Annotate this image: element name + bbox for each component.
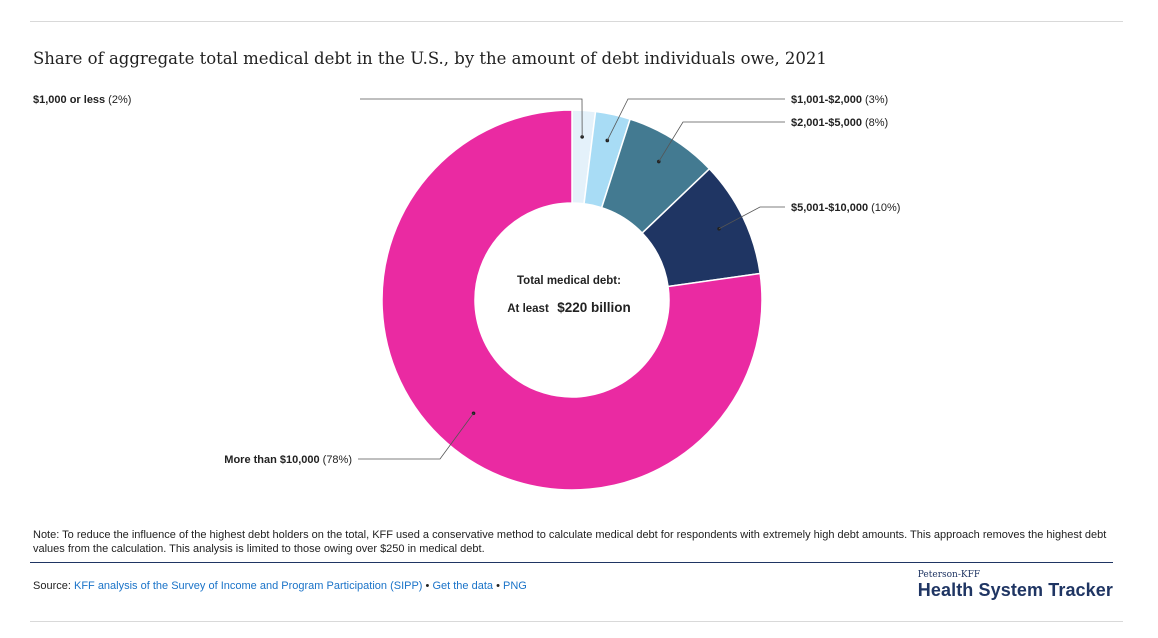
logo-name: Health System Tracker xyxy=(917,580,1113,600)
slice-label: $5,001-$10,000 (10%) xyxy=(791,202,900,214)
slice-label-value: (78%) xyxy=(323,454,352,466)
slice-label: More than $10,000 (78%) xyxy=(224,454,352,466)
bottom-rule xyxy=(30,621,1123,622)
slice-label-value: (8%) xyxy=(865,117,888,129)
logo-org: Peterson-KFF xyxy=(917,570,981,580)
top-rule xyxy=(30,21,1123,22)
slice-label-name: $1,000 or less xyxy=(33,94,105,106)
slice-label: $2,001-$5,000 (8%) xyxy=(791,117,888,129)
slice-label-name: $5,001-$10,000 xyxy=(791,202,868,214)
slice-label-value: (3%) xyxy=(865,94,888,106)
slice-label: $1,001-$2,000 (3%) xyxy=(791,94,888,106)
leader-line xyxy=(658,121,785,162)
source-label: Source: xyxy=(33,580,71,592)
source-link-sipp[interactable]: KFF analysis of the Survey of Income and… xyxy=(73,580,423,592)
chart-title: Share of aggregate total medical debt in… xyxy=(33,49,827,68)
slice-label-name: More than $10,000 xyxy=(224,454,319,466)
source-line: Source: KFF analysis of the Survey of In… xyxy=(33,580,527,592)
leader-line xyxy=(360,98,583,137)
center-total-amount: $220 billion xyxy=(557,300,631,315)
get-the-data-link[interactable]: Get the data xyxy=(432,580,493,592)
source-separator: • xyxy=(425,580,430,592)
note-divider xyxy=(30,562,1113,563)
png-link[interactable]: PNG xyxy=(502,580,527,592)
brand-logo[interactable]: Peterson-KFF Health System Tracker xyxy=(918,570,1113,601)
slice-label-value: (2%) xyxy=(108,94,131,106)
slice-label-name: $2,001-$5,000 xyxy=(791,117,862,129)
center-total-prefix: At least xyxy=(507,303,549,315)
donut-chart: $1,000 or less (2%) $1,001-$2,000 (3%)$2,00… xyxy=(33,94,900,491)
slice-more-than-10-000[interactable] xyxy=(381,109,763,491)
center-total: At least $220 billion xyxy=(507,299,631,316)
slice-label-value: (10%) xyxy=(871,202,900,214)
leader-line xyxy=(358,413,474,460)
chart-note: Note: To reduce the influence of the hig… xyxy=(33,529,1107,555)
leader-line xyxy=(606,98,785,141)
center-label: Total medical debt: xyxy=(517,275,621,287)
source-separator: • xyxy=(496,580,500,592)
slice-label-name: $1,001-$2,000 xyxy=(791,94,862,106)
leader-line xyxy=(718,206,785,230)
slice-label: $1,000 or less (2%) xyxy=(33,94,131,106)
